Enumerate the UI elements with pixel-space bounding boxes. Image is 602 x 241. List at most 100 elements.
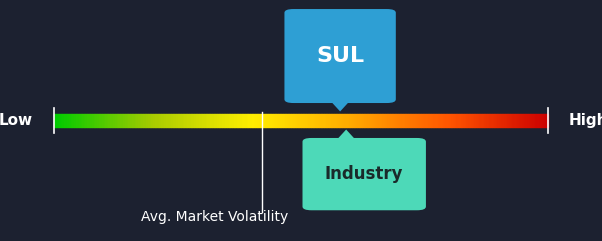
Bar [487,114,489,127]
Bar [193,114,194,127]
Bar [378,114,380,127]
Polygon shape [327,97,353,111]
Bar [334,114,335,127]
Bar [125,114,126,127]
Bar [163,114,164,127]
Bar [472,114,474,127]
Bar [539,114,541,127]
Bar [160,114,161,127]
Bar [281,114,283,127]
Bar [216,114,217,127]
Bar [458,114,459,127]
Bar [439,114,441,127]
Bar [169,114,171,127]
Bar [88,114,90,127]
Bar [204,114,205,127]
Bar [349,114,350,127]
Bar [57,114,59,127]
Bar [227,114,229,127]
Bar [451,114,452,127]
Bar [63,114,64,127]
Bar [494,114,495,127]
Text: Industry: Industry [325,165,403,183]
Bar [238,114,240,127]
Bar [350,114,352,127]
Bar [108,114,110,127]
Bar [386,114,388,127]
Bar [95,114,97,127]
Bar [166,114,168,127]
Bar [74,114,76,127]
Bar [205,114,207,127]
Bar [390,114,391,127]
Bar [456,114,458,127]
Bar [255,114,256,127]
Bar [323,114,324,127]
Bar [161,114,163,127]
Bar [353,114,355,127]
Bar [283,114,285,127]
Bar [158,114,160,127]
Bar [447,114,449,127]
Bar [479,114,480,127]
Bar [268,114,270,127]
Bar [536,114,538,127]
Bar [252,114,253,127]
Bar [449,114,451,127]
Bar [181,114,182,127]
Bar [222,114,224,127]
Bar [61,114,63,127]
Bar [131,114,133,127]
Bar [84,114,85,127]
Bar [128,114,130,127]
Bar [237,114,238,127]
Bar [515,114,517,127]
Bar [150,114,151,127]
Bar [337,114,339,127]
Bar [330,114,332,127]
Bar [253,114,255,127]
Bar [301,114,303,127]
Bar [471,114,472,127]
Bar [243,114,245,127]
Bar [352,114,353,127]
Bar [153,114,155,127]
Bar [446,114,447,127]
Bar [135,114,137,127]
Bar [309,114,311,127]
Bar [411,114,413,127]
Bar [85,114,87,127]
Bar [234,114,235,127]
Bar [429,114,431,127]
Bar [156,114,158,127]
Bar [406,114,408,127]
Bar [265,114,267,127]
Bar [286,114,288,127]
Bar [200,114,202,127]
Bar [182,114,184,127]
Bar [267,114,268,127]
Bar [232,114,234,127]
Bar [377,114,378,127]
Bar [498,114,500,127]
Bar [403,114,405,127]
Bar [368,114,370,127]
Bar [224,114,225,127]
Bar [249,114,250,127]
Bar [421,114,423,127]
Bar [397,114,398,127]
FancyBboxPatch shape [284,9,396,103]
Bar [375,114,377,127]
Bar [431,114,433,127]
Bar [489,114,490,127]
Bar [133,114,135,127]
Bar [359,114,360,127]
Bar [288,114,290,127]
Bar [405,114,406,127]
Bar [532,114,533,127]
Bar [413,114,415,127]
Bar [261,114,263,127]
Bar [526,114,528,127]
Bar [90,114,92,127]
Bar [207,114,209,127]
